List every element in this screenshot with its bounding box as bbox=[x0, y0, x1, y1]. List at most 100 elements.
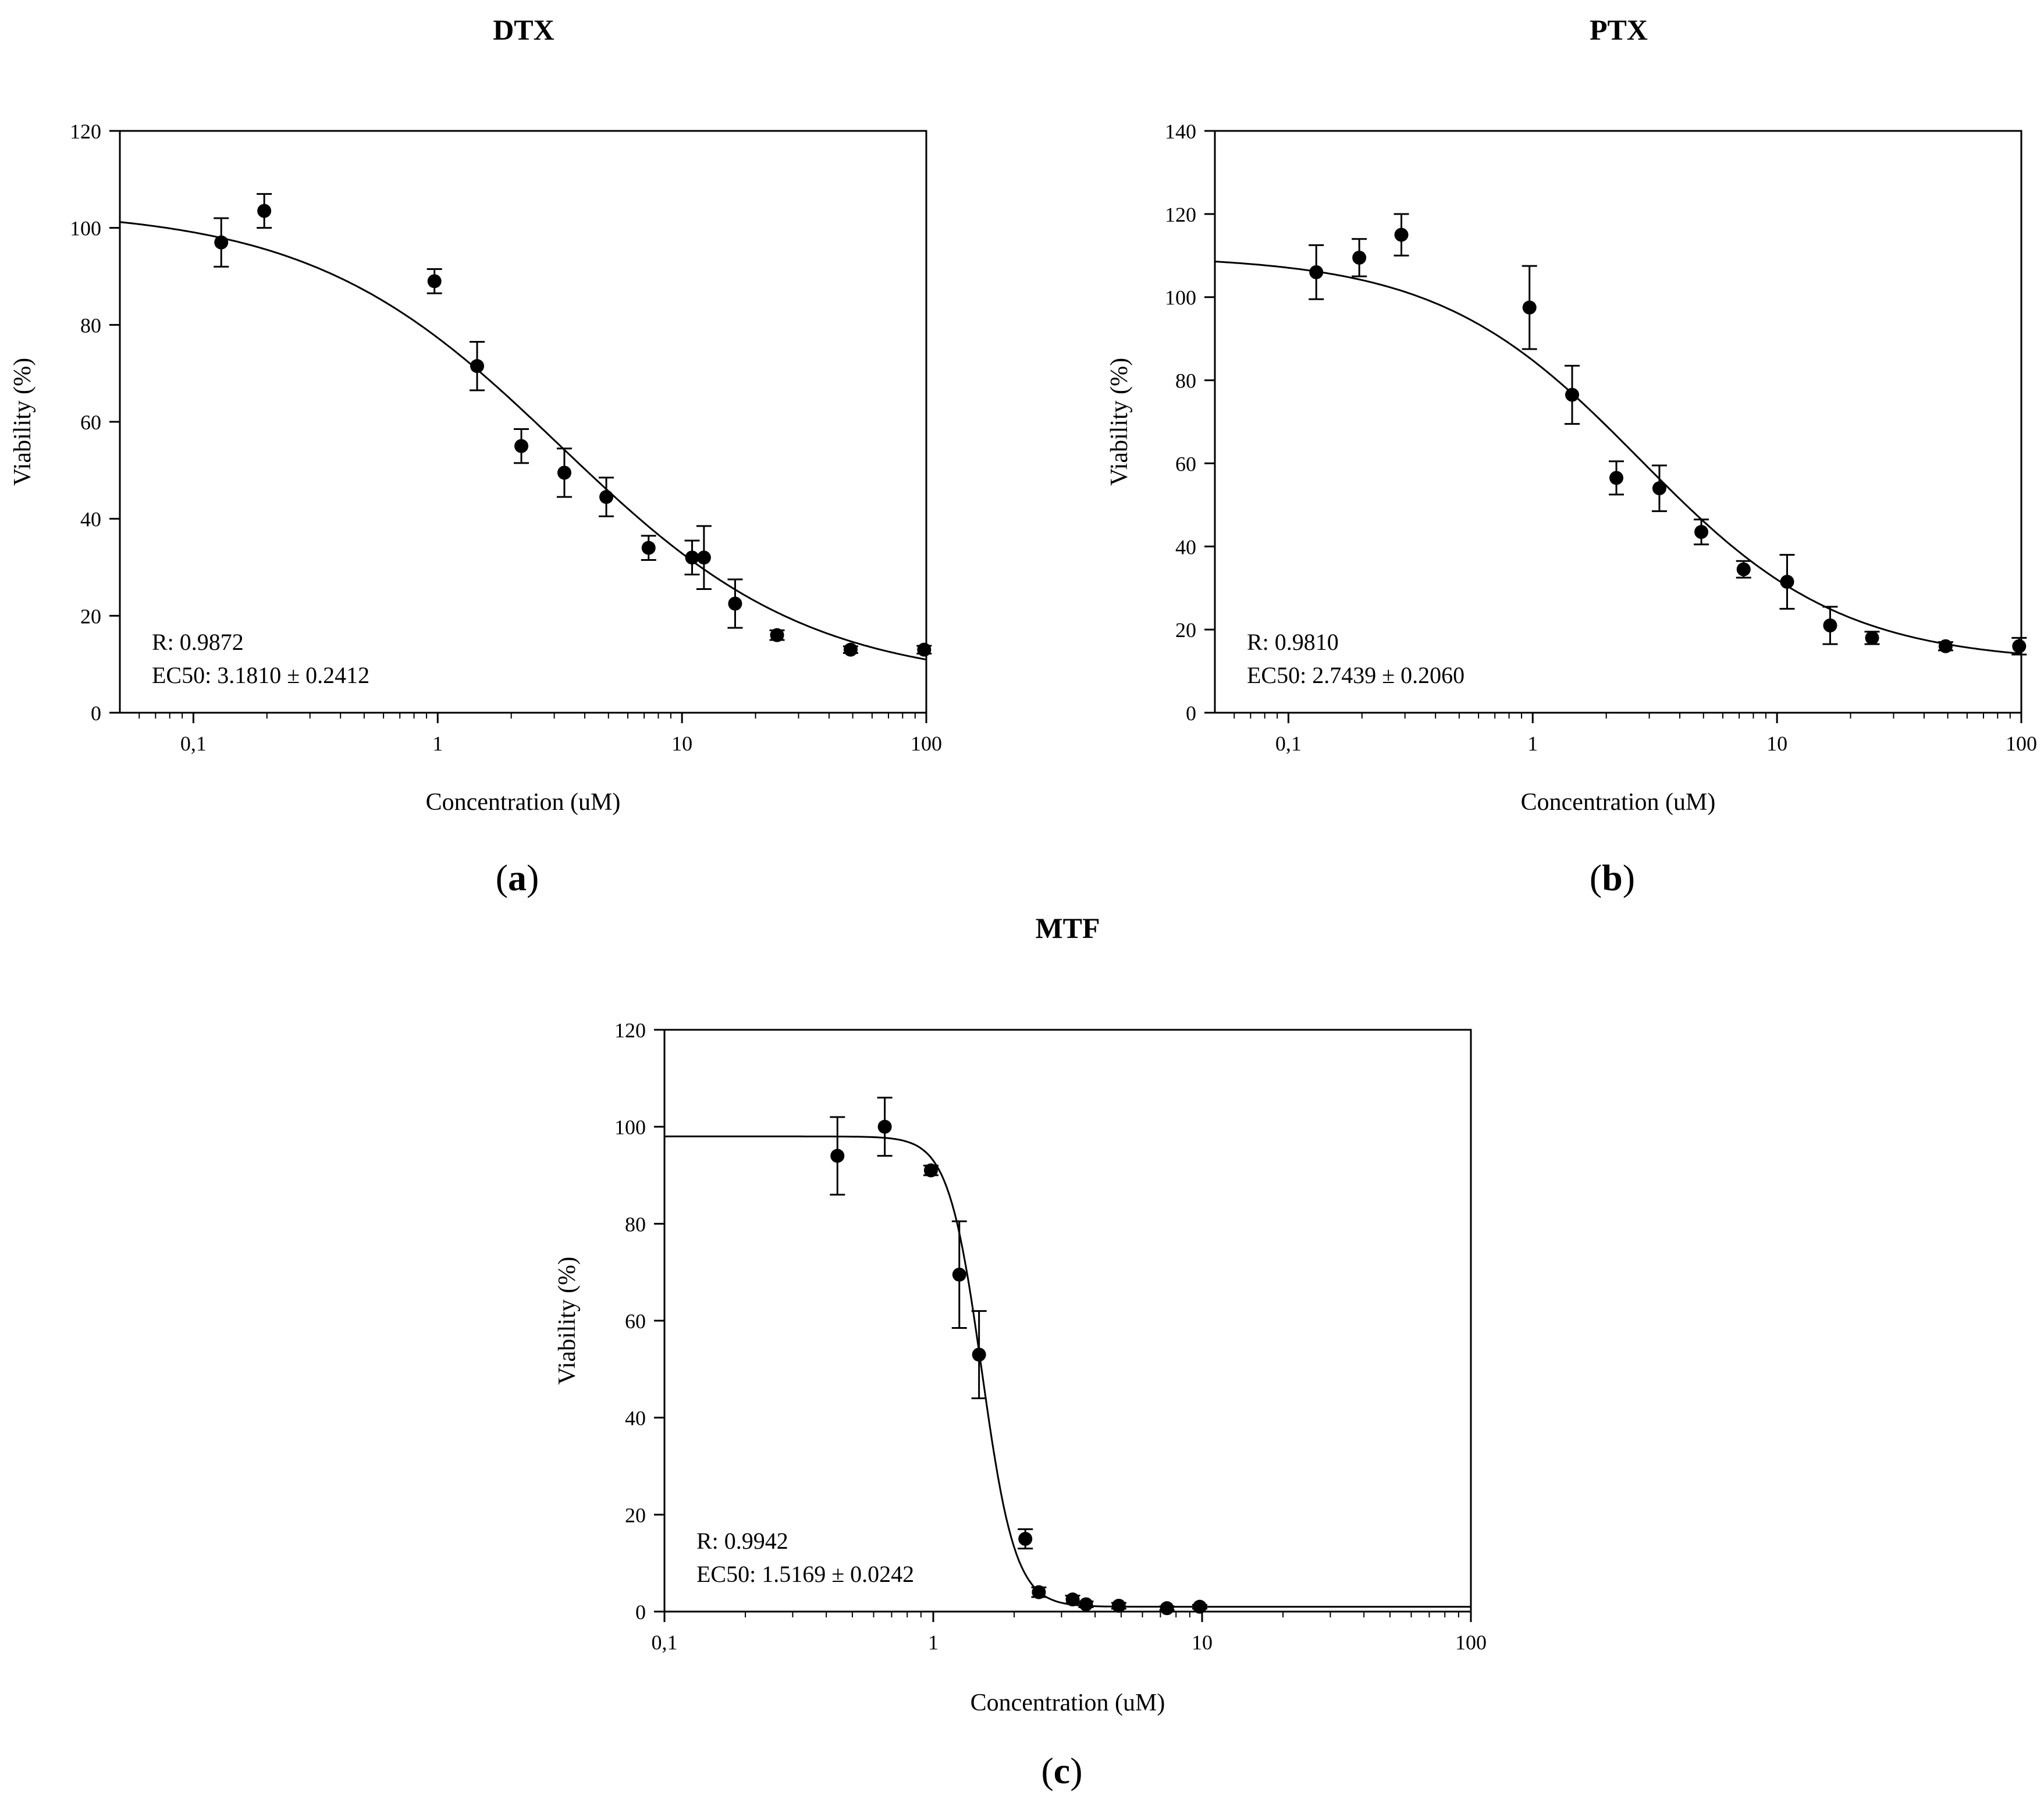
x-axis-label: Concentration (uM) bbox=[426, 789, 621, 816]
data-point bbox=[696, 550, 711, 565]
panel-caption-part: ( bbox=[1041, 1750, 1053, 1791]
chart-panel-c: MTF 0 20 40 60 80 100 120 0,1 1 10 100 Concentration… bbox=[554, 912, 1487, 1791]
chart-panel-b: PTX 0 20 40 60 80 100 120 140 0,1 1 10 100 Concentrat… bbox=[1106, 13, 2037, 898]
data-point bbox=[641, 540, 656, 555]
y-tick-label: 40 bbox=[625, 1407, 646, 1430]
plot-frame bbox=[663, 1029, 1472, 1613]
y-tick-label: 40 bbox=[1175, 535, 1196, 559]
panel-caption: (b) bbox=[1590, 857, 1635, 898]
x-tick-label: 10 bbox=[1766, 732, 1787, 755]
data-point bbox=[427, 274, 442, 289]
data-point bbox=[1522, 300, 1537, 315]
y-tick-label: 0 bbox=[1186, 702, 1196, 725]
x-tick-label: 1 bbox=[928, 1631, 939, 1654]
data-point bbox=[257, 204, 272, 218]
x-tick-label: 100 bbox=[2006, 732, 2037, 755]
x-tick-label: 0,1 bbox=[180, 732, 207, 755]
x-axis-label: Concentration (uM) bbox=[971, 1690, 1165, 1716]
data-point bbox=[1780, 575, 1794, 589]
y-tick-label: 0 bbox=[91, 702, 101, 725]
y-tick-label: 80 bbox=[625, 1212, 646, 1236]
y-tick-label: 60 bbox=[80, 411, 101, 434]
data-point bbox=[1309, 265, 1324, 279]
panel-caption-part: ( bbox=[496, 857, 508, 898]
x-tick-label: 100 bbox=[1455, 1631, 1487, 1654]
panel-caption-part: c bbox=[1054, 1750, 1070, 1791]
x-tick-label: 10 bbox=[1192, 1631, 1213, 1654]
data-point bbox=[1079, 1597, 1093, 1612]
panel-caption: (a) bbox=[496, 857, 539, 898]
y-tick-label: 0 bbox=[635, 1601, 646, 1624]
data-point bbox=[728, 596, 742, 611]
y-tick-label: 80 bbox=[80, 314, 101, 337]
plot-frame bbox=[1214, 130, 2022, 714]
panel-caption-part: ) bbox=[1070, 1750, 1082, 1791]
y-tick-label: 120 bbox=[70, 120, 101, 143]
y-tick-label: 140 bbox=[1165, 120, 1196, 143]
data-point bbox=[1609, 471, 1624, 485]
data-point bbox=[514, 439, 529, 453]
data-point bbox=[1394, 227, 1409, 242]
data-point bbox=[770, 628, 784, 642]
data-point bbox=[1111, 1599, 1126, 1613]
data-point bbox=[685, 550, 699, 565]
y-tick-label: 100 bbox=[1165, 286, 1196, 310]
data-point bbox=[1352, 250, 1367, 265]
panel-caption-part: ( bbox=[1590, 857, 1602, 898]
data-point bbox=[2012, 639, 2027, 653]
y-tick-label: 40 bbox=[80, 508, 101, 531]
data-point bbox=[1736, 562, 1751, 577]
r-value-annotation: R: 0.9942 bbox=[696, 1528, 788, 1554]
panel-caption-part: a bbox=[508, 857, 527, 898]
y-tick-label: 60 bbox=[1175, 452, 1196, 475]
panel-caption: (c) bbox=[1041, 1750, 1082, 1791]
data-point bbox=[830, 1148, 845, 1163]
data-point bbox=[1865, 631, 1879, 645]
y-axis-label: Viability (%) bbox=[1106, 358, 1133, 486]
data-point bbox=[952, 1267, 966, 1282]
y-tick-label: 60 bbox=[625, 1310, 646, 1333]
chart-title: MTF bbox=[1035, 912, 1100, 944]
data-point bbox=[972, 1347, 986, 1362]
data-point bbox=[1938, 639, 1953, 653]
panel-caption-part: ) bbox=[1623, 857, 1635, 898]
data-point bbox=[877, 1119, 892, 1134]
y-axis-label: Viability (%) bbox=[9, 358, 36, 486]
chart-title: PTX bbox=[1590, 13, 1648, 46]
y-tick-label: 80 bbox=[1175, 369, 1196, 393]
data-point bbox=[1160, 1601, 1174, 1616]
fit-curve bbox=[1214, 261, 2022, 655]
data-point bbox=[1192, 1599, 1207, 1614]
data-point bbox=[1065, 1592, 1080, 1607]
x-tick-label: 0,1 bbox=[652, 1631, 678, 1654]
panel-caption-part: ) bbox=[527, 857, 539, 898]
data-point bbox=[599, 490, 614, 504]
y-tick-label: 120 bbox=[614, 1019, 646, 1042]
y-tick-label: 20 bbox=[80, 604, 101, 628]
y-tick-label: 120 bbox=[1165, 203, 1196, 226]
ec50-annotation: EC50: 1.5169 ± 0.0242 bbox=[696, 1561, 914, 1587]
data-point bbox=[917, 642, 932, 657]
r-value-annotation: R: 0.9872 bbox=[152, 629, 244, 655]
data-point bbox=[470, 359, 485, 374]
r-value-annotation: R: 0.9810 bbox=[1247, 629, 1339, 655]
data-point bbox=[1565, 387, 1580, 402]
data-point bbox=[1694, 525, 1709, 539]
chart-panel-a: DTX 0 20 40 60 80 100 120 0,1 1 10 100 Concentration… bbox=[9, 13, 942, 898]
y-tick-label: 100 bbox=[614, 1116, 646, 1139]
data-point bbox=[1032, 1585, 1046, 1599]
y-axis-label: Viability (%) bbox=[554, 1257, 581, 1385]
x-tick-label: 1 bbox=[432, 732, 443, 755]
data-point bbox=[214, 235, 229, 250]
x-tick-label: 1 bbox=[1527, 732, 1538, 755]
x-axis-label: Concentration (uM) bbox=[1521, 789, 1716, 816]
data-point bbox=[1018, 1532, 1033, 1546]
data-point bbox=[843, 642, 858, 657]
chart-title: DTX bbox=[493, 13, 554, 46]
ec50-annotation: EC50: 3.1810 ± 0.2412 bbox=[152, 662, 369, 688]
y-tick-label: 20 bbox=[1175, 618, 1196, 642]
x-tick-label: 0,1 bbox=[1275, 732, 1302, 755]
data-point bbox=[1823, 618, 1837, 632]
x-tick-label: 100 bbox=[911, 732, 942, 755]
y-tick-label: 100 bbox=[70, 217, 101, 240]
